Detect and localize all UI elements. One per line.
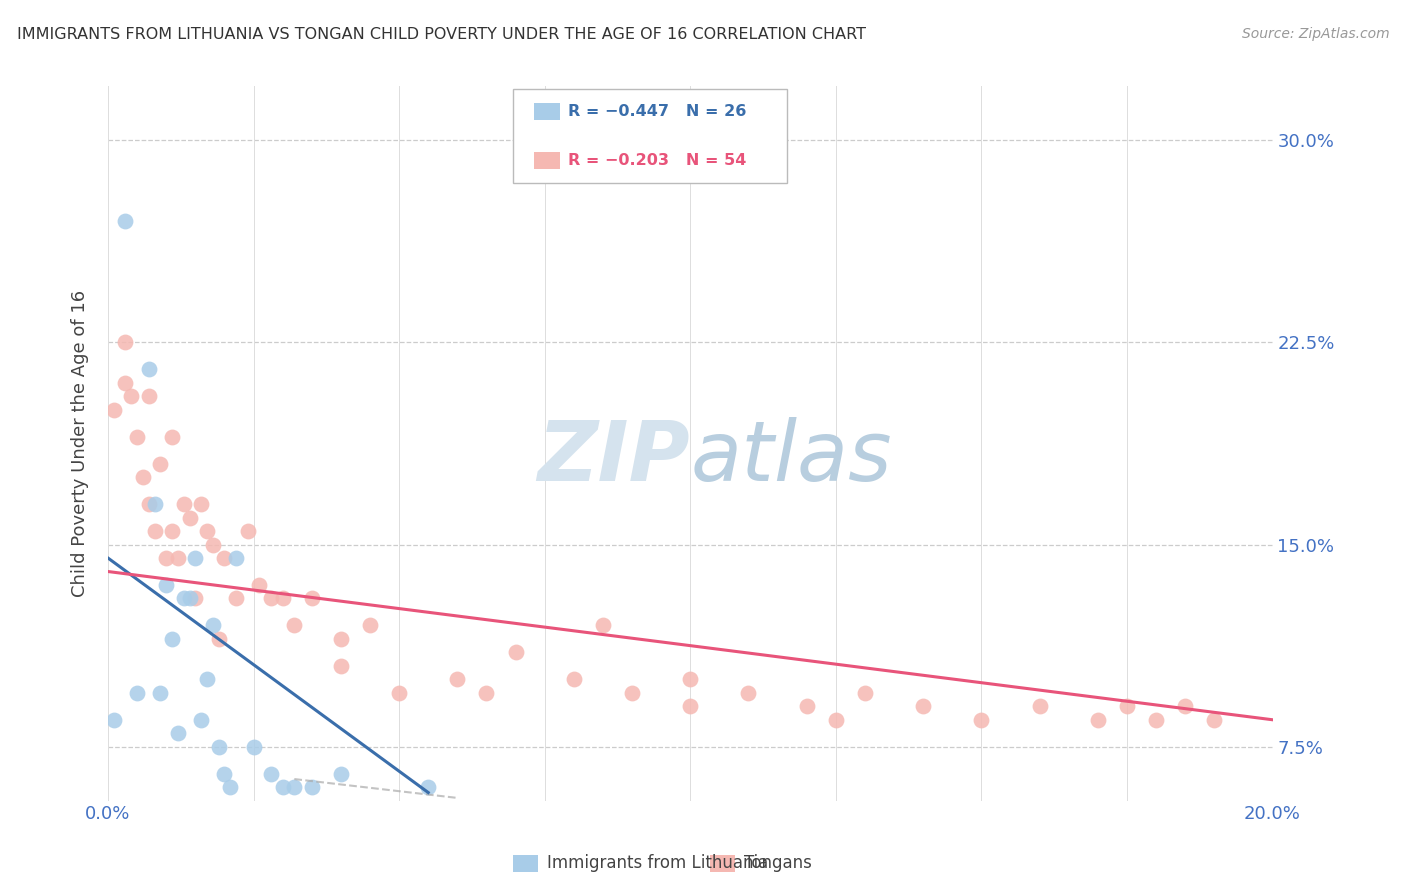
Point [301, 591, 323, 606]
Point [824, 713, 846, 727]
Point [1087, 713, 1109, 727]
Point [138, 389, 160, 403]
Point [173, 497, 195, 511]
Point [114, 335, 136, 350]
Point [329, 658, 352, 673]
Point [225, 591, 247, 606]
Point [418, 780, 440, 794]
Point [1028, 699, 1050, 714]
Point [143, 524, 166, 538]
Point [155, 551, 177, 566]
Point [283, 618, 305, 632]
Point [1174, 699, 1197, 714]
Point [103, 713, 125, 727]
Point [446, 673, 468, 687]
Point [247, 578, 270, 592]
Point [679, 673, 702, 687]
Point [679, 699, 702, 714]
Point [796, 699, 818, 714]
Point [138, 497, 160, 511]
Point [388, 686, 411, 700]
Point [149, 686, 172, 700]
Text: Tongans: Tongans [744, 855, 811, 872]
Point [970, 713, 993, 727]
Point [1204, 713, 1226, 727]
Point [160, 430, 183, 444]
Text: Source: ZipAtlas.com: Source: ZipAtlas.com [1241, 27, 1389, 41]
Point [621, 686, 644, 700]
Point [260, 766, 283, 780]
Point [160, 524, 183, 538]
Y-axis label: Child Poverty Under the Age of 16: Child Poverty Under the Age of 16 [72, 290, 89, 597]
Point [329, 766, 352, 780]
Point [1144, 713, 1167, 727]
Text: Immigrants from Lithuania: Immigrants from Lithuania [547, 855, 768, 872]
Text: ZIP: ZIP [537, 417, 690, 499]
Point [127, 686, 149, 700]
Point [737, 686, 759, 700]
Point [283, 780, 305, 794]
Point [271, 591, 294, 606]
Point [214, 551, 236, 566]
Point [108, 66, 131, 80]
Text: atlas: atlas [690, 417, 891, 499]
Text: IMMIGRANTS FROM LITHUANIA VS TONGAN CHILD POVERTY UNDER THE AGE OF 16 CORRELATIO: IMMIGRANTS FROM LITHUANIA VS TONGAN CHIL… [17, 27, 866, 42]
Point [195, 524, 218, 538]
Point [219, 780, 242, 794]
Point [167, 551, 190, 566]
Point [167, 726, 190, 740]
Point [179, 591, 201, 606]
Point [359, 618, 381, 632]
Point [912, 699, 935, 714]
Point [173, 591, 195, 606]
Point [853, 686, 876, 700]
Point [138, 362, 160, 376]
Point [242, 739, 264, 754]
Point [149, 457, 172, 471]
Point [562, 673, 585, 687]
Point [190, 497, 212, 511]
Point [103, 402, 125, 417]
Point [184, 591, 207, 606]
Point [127, 430, 149, 444]
Point [592, 618, 614, 632]
Point [225, 551, 247, 566]
Point [236, 524, 259, 538]
Point [260, 591, 283, 606]
Point [114, 214, 136, 228]
Point [301, 780, 323, 794]
Point [184, 551, 207, 566]
Point [207, 632, 229, 646]
Point [155, 578, 177, 592]
Point [160, 632, 183, 646]
Point [1116, 699, 1139, 714]
Point [505, 645, 527, 659]
Point [475, 686, 498, 700]
Point [120, 389, 142, 403]
Point [207, 739, 229, 754]
Point [201, 618, 224, 632]
Point [214, 766, 236, 780]
Point [114, 376, 136, 390]
Point [179, 510, 201, 524]
Point [329, 632, 352, 646]
Point [195, 673, 218, 687]
Point [271, 780, 294, 794]
Point [143, 497, 166, 511]
Text: R = −0.203   N = 54: R = −0.203 N = 54 [568, 153, 747, 168]
Text: R = −0.447   N = 26: R = −0.447 N = 26 [568, 104, 747, 119]
Point [132, 470, 155, 484]
Point [201, 537, 224, 551]
Point [190, 713, 212, 727]
